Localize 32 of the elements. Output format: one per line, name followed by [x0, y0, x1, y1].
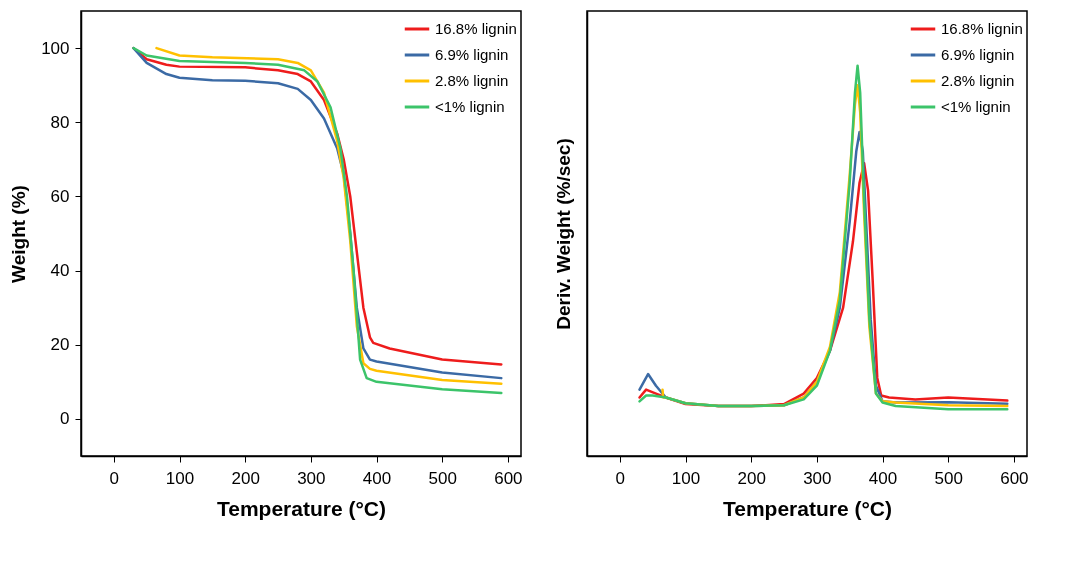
- x-tick-label: 0: [109, 468, 120, 488]
- legend-label: 16.8% lignin: [941, 20, 1023, 37]
- y-tick-label: 20: [50, 335, 70, 355]
- x-tick-label: 100: [671, 468, 701, 488]
- x-axis-title: Temperature (°C): [722, 496, 893, 520]
- legend-label: <1% lignin: [941, 98, 1011, 115]
- x-tick-label: 600: [1000, 468, 1029, 488]
- x-tick-label: 200: [737, 468, 766, 488]
- legend-label: 16.8% lignin: [435, 20, 517, 37]
- x-tick-label: 500: [934, 468, 963, 488]
- y-tick-label: 100: [41, 38, 70, 58]
- legend-label: 2.8% lignin: [435, 72, 509, 89]
- x-tick-label: 300: [297, 468, 326, 488]
- x-tick-label: 500: [428, 468, 457, 488]
- y-axis-title: Deriv. Weight (%/sec): [552, 138, 574, 330]
- legend-label: 6.9% lignin: [435, 46, 509, 63]
- x-tick-label: 600: [494, 468, 523, 488]
- x-tick-label: 400: [868, 468, 898, 488]
- legend-label: 6.9% lignin: [941, 46, 1015, 63]
- legend-label: 2.8% lignin: [941, 72, 1015, 89]
- x-tick-label: 300: [803, 468, 832, 488]
- x-tick-label: 400: [362, 468, 392, 488]
- y-tick-label: 40: [50, 261, 70, 281]
- x-tick-label: 200: [231, 468, 260, 488]
- x-tick-label: 100: [165, 468, 195, 488]
- legend-label: <1% lignin: [435, 98, 505, 115]
- x-axis-title: Temperature (°C): [216, 496, 387, 520]
- y-tick-label: 80: [50, 112, 70, 132]
- x-tick-label: 0: [615, 468, 626, 488]
- y-tick-label: 0: [60, 409, 70, 429]
- y-tick-label: 60: [50, 186, 70, 206]
- y-axis-title: Weight (%): [8, 185, 30, 283]
